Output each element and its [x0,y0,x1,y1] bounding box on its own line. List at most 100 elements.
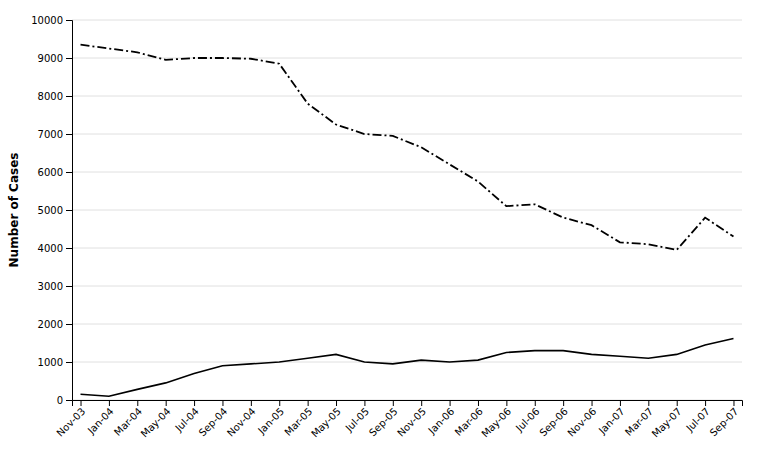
tick-mark [66,362,72,363]
tick-mark [308,400,309,406]
tick-label: 6000 [38,167,63,178]
tick-label: Sep-07 [708,406,741,439]
tick: 8000 [38,91,72,102]
tick-mark [66,172,72,173]
grid-line [72,20,742,21]
tick-label: 8000 [38,91,63,102]
tick-mark [66,248,72,249]
grid-line [72,58,742,59]
tick: 9000 [38,53,72,64]
tick-label: Nov-04 [225,406,258,439]
tick: Jan-06 [426,400,457,437]
tick-label: 7000 [38,129,63,140]
tick-label: Sep-06 [537,406,570,439]
grid-line [72,324,742,325]
tick-label: May-07 [650,406,684,440]
line [81,338,734,396]
tick-label: May-06 [479,406,513,440]
grid-line [72,248,742,249]
tick: Nov-04 [225,400,258,439]
grid-line [72,172,742,173]
tick-mark [66,286,72,287]
tick: Nov-05 [395,400,428,439]
tick-label: May-05 [309,406,343,440]
tick: May-07 [650,400,684,439]
tick: 1000 [38,357,72,368]
tick: Jan-07 [596,400,627,437]
tick: Nov-06 [565,400,598,439]
tick-mark [81,400,82,406]
tick-mark [66,400,72,401]
tick-mark [336,400,337,406]
tick-label: 3000 [38,281,63,292]
tick-mark [563,400,564,406]
axis-title: Number of Cases [7,153,21,268]
tick-mark [222,400,223,406]
tick: Jul-05 [343,400,372,434]
tick: Nov-03 [54,400,87,439]
tick: 4000 [38,243,72,254]
tick: 7000 [38,129,72,140]
tick-mark [279,400,280,406]
x-axis: Nov-03Jan-04Mar-04May-04Jul-04Sep-04Nov-… [54,400,742,439]
tick-label: 0 [57,395,63,406]
tick: May-06 [479,400,513,439]
lines [81,45,734,397]
tick: 0 [57,395,72,406]
tick-mark [421,400,422,406]
tick: 10000 [31,15,72,26]
tick-label: Nov-06 [565,406,598,439]
grid-line [72,134,742,135]
tick-mark [506,400,507,406]
tick-label: Jan-05 [255,406,286,437]
tick-label: 5000 [38,205,63,216]
tick-mark [137,400,138,406]
tick-label: 1000 [38,357,63,368]
tick-mark [66,324,72,325]
tick-label: Sep-04 [197,406,230,439]
tick-label: 10000 [31,15,63,26]
tick: Sep-07 [708,400,741,438]
grid-line [72,96,742,97]
tick-mark [620,400,621,406]
tick-mark [66,210,72,211]
tick-mark [677,400,678,406]
tick: May-04 [139,400,173,439]
grid-line [72,286,742,287]
tick-mark [592,400,593,406]
tick-mark [109,400,110,406]
tick-mark [733,400,734,406]
tick-mark [66,134,72,135]
tick: Sep-05 [367,400,400,438]
tick-label: 9000 [38,53,63,64]
y-axis: 0 1000 2000 3000 4000 5000 6000 7000 8000 9000 100… [31,15,72,406]
line [81,45,734,250]
tick-mark [194,400,195,406]
tick: Jan-05 [255,400,286,437]
tick: Jan-04 [85,400,116,437]
plot: 0 1000 2000 3000 4000 5000 6000 7000 8000 9000 100… [31,15,742,440]
tick-mark [393,400,394,406]
tick: May-05 [309,400,343,439]
tick-mark [705,400,706,406]
tick-label: Nov-05 [395,406,428,439]
tick: Jul-04 [172,400,201,434]
grid-line [72,210,742,211]
tick-label: Jan-04 [85,406,116,437]
tick-label: May-04 [139,406,173,440]
tick-label: Jan-07 [596,406,627,437]
tick-label: Nov-03 [54,406,87,439]
tick: Sep-06 [537,400,570,438]
tick-mark [66,58,72,59]
chart: 0 1000 2000 3000 4000 5000 6000 7000 8000 9000 100… [0,0,766,462]
axis-line [73,401,743,407]
tick-mark [364,400,365,406]
axis-line [66,21,73,401]
tick-mark [478,400,479,406]
tick: 2000 [38,319,72,330]
tick: Jul-06 [513,400,542,434]
tick-label: 2000 [38,319,63,330]
tick: Sep-04 [197,400,230,438]
tick-label: Jan-06 [426,406,457,437]
tick: Jul-07 [683,400,712,434]
